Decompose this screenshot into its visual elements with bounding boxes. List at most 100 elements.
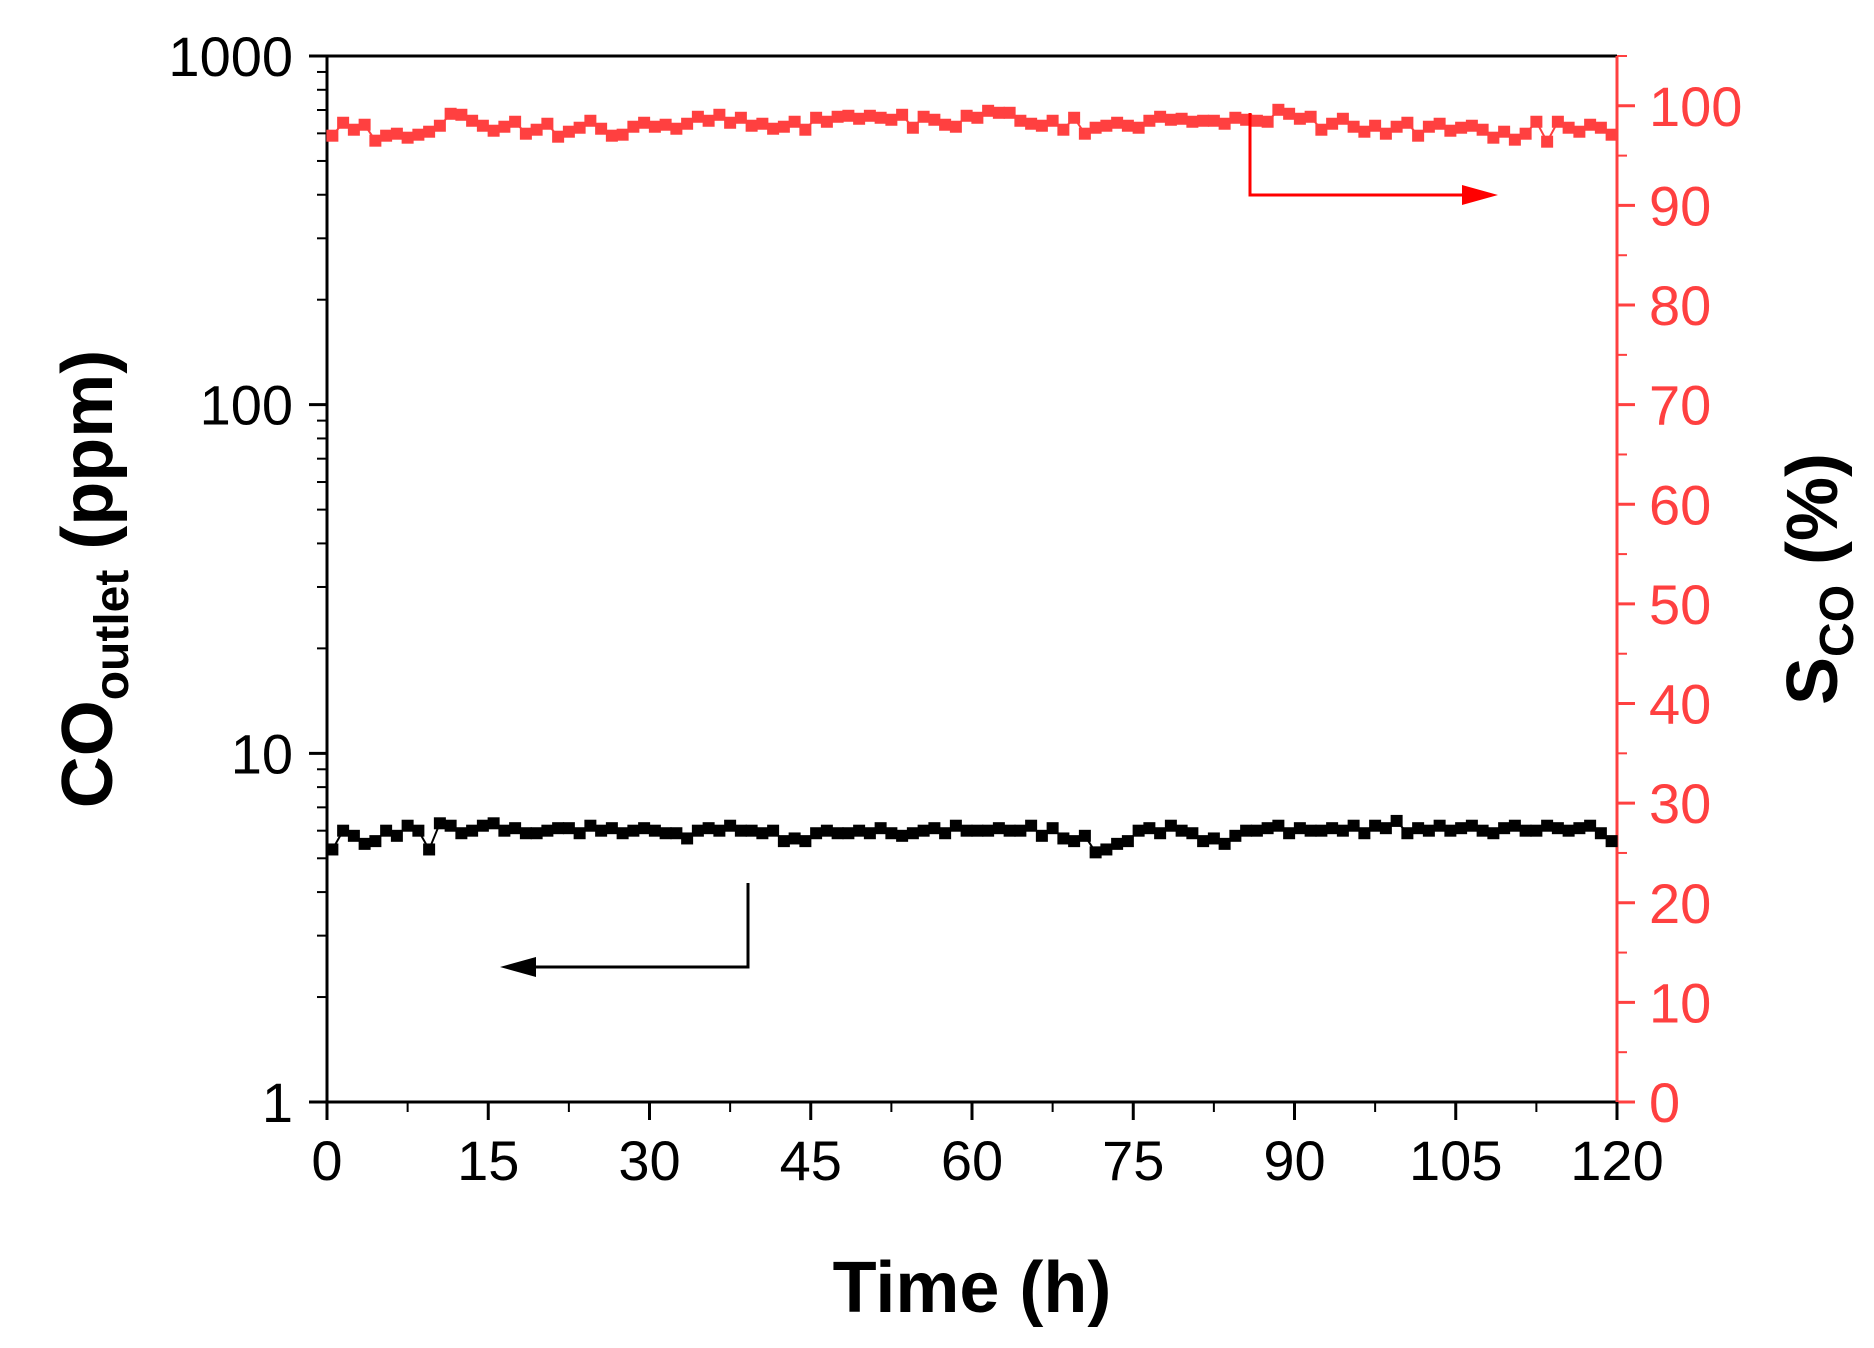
co-outlet-point [358,837,371,850]
s-co-point [1594,121,1607,134]
co-outlet-point [444,819,457,832]
co-outlet-point [648,824,661,837]
co-outlet-point [1498,822,1511,835]
co-outlet-point [1240,824,1253,837]
co-outlet-point [820,824,833,837]
s-co-point [777,120,790,133]
co-outlet-point [412,824,425,837]
s-co-point [788,115,801,128]
co-outlet-point [896,829,909,842]
co-outlet-point [1003,824,1016,837]
s-co-point [1057,123,1070,136]
s-co-point [659,118,672,131]
s-co-point [1444,124,1457,137]
co-outlet-point [853,824,866,837]
s-co-point [1293,112,1306,125]
co-outlet-point [1046,822,1059,835]
right-y-axis-title: SCO (%) [1773,453,1864,705]
s-co-point [1455,121,1468,134]
s-co-point [358,118,371,131]
s-co-point [702,114,715,127]
co-outlet-point [960,824,973,837]
co-outlet-point [713,824,726,837]
s-co-point [799,123,812,136]
co-outlet-point [1412,822,1425,835]
co-outlet-point [1465,819,1478,832]
s-co-point [1326,117,1339,130]
x-tick-label: 0 [311,1129,342,1192]
s-co-point [1433,117,1446,130]
s-co-point [455,108,468,121]
s-co-point [1379,127,1392,140]
right-tick-label: 40 [1649,673,1711,736]
co-outlet-point [1057,832,1070,845]
co-outlet-point [1229,829,1242,842]
s-co-point [982,104,995,117]
s-co-point [369,134,382,147]
s-co-point [605,129,618,142]
co-outlet-point [1154,827,1167,840]
co-outlet-point [1068,835,1081,848]
co-outlet-point [1218,837,1231,850]
co-outlet-point [326,843,339,856]
s-co-point [1315,123,1328,136]
right-tick-label: 30 [1649,772,1711,835]
co-outlet-point [691,824,704,837]
s-co-point [1272,103,1285,116]
co-outlet-point [487,817,500,830]
s-co-point [347,123,360,136]
x-tick-label: 90 [1263,1129,1325,1192]
x-axis-title: Time (h) [833,1248,1112,1328]
co-outlet-point [1143,822,1156,835]
s-co-point [476,119,489,132]
s-co-point [1551,115,1564,128]
co-outlet-point [1315,824,1328,837]
s-co-point [1476,123,1489,136]
s-co-point [1358,125,1371,138]
co-outlet-point [433,817,446,830]
co-outlet-point [670,827,683,840]
s-co-point [734,111,747,124]
s-co-point [412,128,425,141]
right-y-axis: 0 10 20 30 40 50 60 70 80 90 100 [1617,55,1742,1134]
s-co-point [939,118,952,131]
s-co-point [1390,120,1403,133]
s-co-point [960,109,973,122]
co-outlet-point [1476,824,1489,837]
co-outlet-point [347,829,360,842]
arrowhead-right [1462,185,1498,205]
co-outlet-point [1336,824,1349,837]
s-co-point [1068,111,1081,124]
series-s-co [326,103,1618,148]
s-co-point [992,106,1005,119]
co-outlet-point [702,822,715,835]
co-outlet-point [1584,819,1597,832]
s-co-point [1229,111,1242,124]
s-co-point [885,113,898,126]
s-co-point [1197,114,1210,127]
x-tick-label: 15 [457,1129,519,1192]
co-outlet-point [498,824,511,837]
s-co-point [1003,106,1016,119]
co-outlet-point [1175,824,1188,837]
annotations [500,113,1498,977]
x-tick-label: 30 [618,1129,680,1192]
arrow-to-right-axis [1248,113,1462,197]
co-outlet-point [1347,819,1360,832]
s-co-point [1465,119,1478,132]
s-co-point [756,117,769,130]
x-tick-label: 45 [780,1129,842,1192]
co-outlet-point [842,827,855,840]
s-co-point [1121,119,1134,132]
co-outlet-point [1078,829,1091,842]
co-outlet-point [939,827,952,840]
co-outlet-point [1519,824,1532,837]
co-outlet-point [1304,824,1317,837]
co-outlet-point [390,829,403,842]
co-outlet-point [1025,819,1038,832]
left-y-axis: 1 10 100 1000 [168,25,327,1134]
co-outlet-point [1207,832,1220,845]
co-outlet-point [949,819,962,832]
co-outlet-point [369,835,382,848]
